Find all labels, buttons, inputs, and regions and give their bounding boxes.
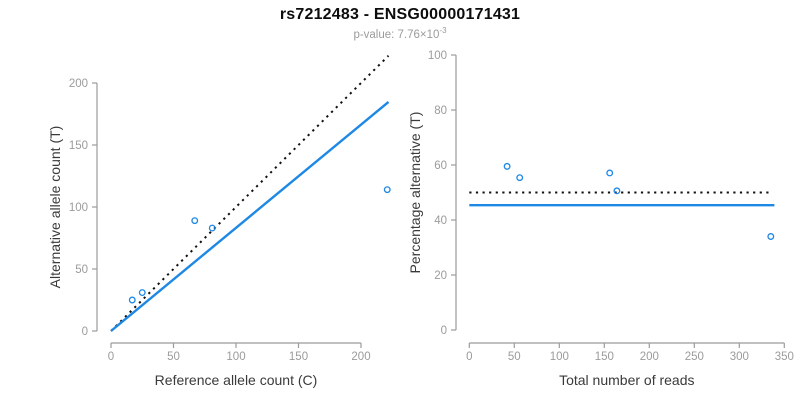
x-tick-label: 200 [351,351,370,363]
y-tick-label: 200 [69,78,88,90]
x-tick-label: 150 [289,351,308,363]
data-point [606,169,614,177]
y-tick-label: 50 [75,264,88,276]
p-value-text: p-value: 7.76×10 [353,28,440,41]
data-point [516,174,524,182]
y-tick-label: 100 [428,50,447,62]
data-point [138,289,146,297]
y-tick-label: 60 [434,160,447,172]
x-tick-label: 150 [595,351,614,363]
y-tick-label: 0 [82,326,88,338]
figure-subtitle: p-value: 7.76×10-3 [0,26,800,41]
x-tick-label: 250 [685,351,704,363]
y-tick-label: 150 [69,140,88,152]
y-tick-label: 80 [434,105,447,117]
data-point [503,162,511,170]
x-tick-label: 100 [226,351,245,363]
x-tick-label: 50 [508,351,521,363]
fit-line [110,101,390,332]
y-tick-label: 0 [441,325,447,337]
data-point [128,296,136,304]
x-tick-label: 300 [730,351,749,363]
data-point [767,233,775,240]
data-point [191,217,199,225]
figure-title: rs7212483 - ENSG00000171431 [279,6,521,23]
data-point [383,186,391,194]
y-tick-label: 100 [69,202,88,214]
allele-counts-plot: 0 50 100 150 200 0 50 100 150 200 Reference allele… [47,55,391,388]
x-tick-label: 200 [640,351,659,363]
x-tick-label: 0 [466,351,472,363]
percentage-plot: 0 20 40 60 80 100 0 50 100 150 200 250 300 350 Total n… [407,50,794,388]
data-point [208,224,216,232]
identity-line [110,55,390,332]
x-tick-label: 50 [167,351,180,363]
y-axis-title: Alternative allele count (T) [47,126,63,289]
y-tick-label: 40 [434,215,447,227]
x-tick-label: 350 [775,351,794,363]
x-tick-label: 0 [108,351,114,363]
y-axis-title: Percentage alternative (T) [407,112,423,274]
x-axis-title: Reference allele count (C) [155,372,318,388]
y-tick-label: 20 [434,270,447,282]
x-axis-title: Total number of reads [559,372,694,388]
p-value-exponent: -3 [439,26,447,35]
x-tick-label: 100 [550,351,569,363]
data-point [613,187,621,195]
